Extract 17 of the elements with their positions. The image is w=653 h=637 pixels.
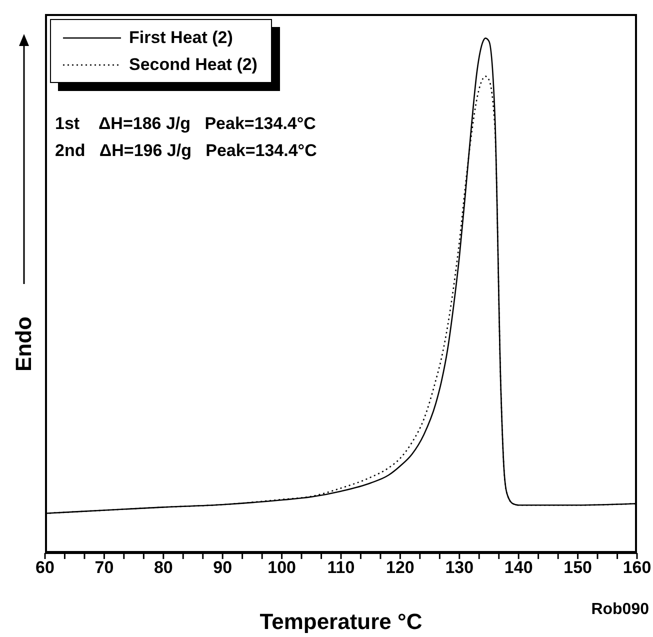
y-axis-title: Endo xyxy=(11,316,37,372)
x-tick-label: 70 xyxy=(94,558,114,578)
x-tick-label: 100 xyxy=(268,558,296,578)
x-tick-label: 160 xyxy=(622,558,652,578)
x-tick-label: 60 xyxy=(36,558,54,578)
legend-label: Second Heat (2) xyxy=(129,54,258,76)
x-tick-label: 140 xyxy=(504,558,533,578)
text: Rob090 xyxy=(591,601,649,619)
annotation: 1st ΔH=186 J/g Peak=134.4°C xyxy=(55,113,317,135)
x-tick-label: 150 xyxy=(564,558,592,578)
legend-label: First Heat (2) xyxy=(129,27,233,49)
x-tick-label: 130 xyxy=(445,558,474,578)
x-tick-label: 80 xyxy=(154,558,173,578)
x-tick-label: 90 xyxy=(213,558,232,578)
x-tick-label: 110 xyxy=(327,558,355,578)
x-tick-label: 120 xyxy=(386,558,414,578)
annotation: 2nd ΔH=196 J/g Peak=134.4°C xyxy=(55,140,317,162)
